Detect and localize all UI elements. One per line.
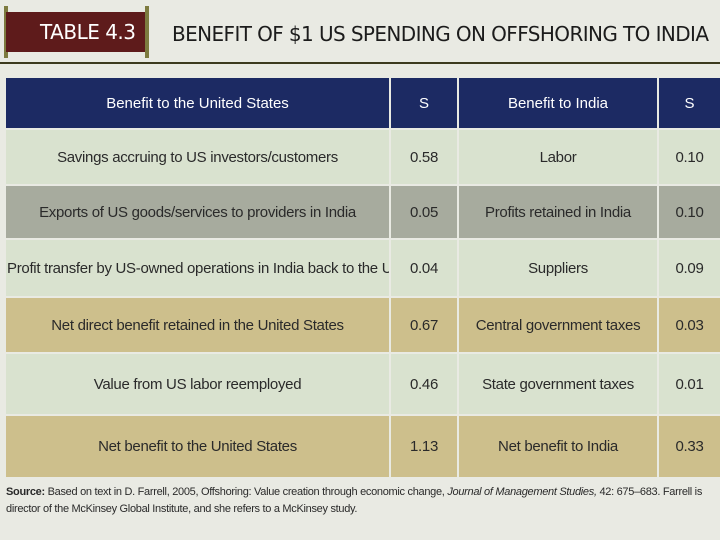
india-benefit-cell: Net benefit to India [458,414,659,477]
us-benefit-cell: Profit transfer by US-owned operations i… [6,238,391,297]
india-value-cell: 0.33 [658,414,720,477]
title-divider [0,62,720,64]
india-value-cell: 0.01 [658,352,720,415]
title-bar: TABLE 4.3 BENEFIT OF $1 US SPENDING ON O… [0,0,720,72]
tag-accent-right [145,6,149,58]
source-label: Source: [6,486,45,498]
us-value-cell: 0.46 [390,352,459,415]
us-value-cell: 0.67 [390,296,459,353]
us-value-cell: 0.58 [390,128,459,185]
us-value-cell: 0.04 [390,238,459,297]
us-benefit-cell: Net direct benefit retained in the Unite… [6,296,391,353]
india-value-cell: 0.10 [658,184,720,239]
india-value-cell: 0.10 [658,128,720,185]
table-header-row: Benefit to the United States S Benefit t… [6,78,720,129]
column-header-india-benefit: Benefit to India [458,78,659,129]
india-value-cell: 0.03 [658,296,720,353]
us-benefit-cell: Net benefit to the United States [6,414,391,477]
us-value-cell: 0.05 [390,184,459,239]
table-row: Exports of US goods/services to provider… [6,184,720,239]
table-row: Profit transfer by US-owned operations i… [6,238,720,297]
india-benefit-cell: Profits retained in India [458,184,659,239]
column-header-us-benefit: Benefit to the United States [6,78,391,129]
us-benefit-cell: Exports of US goods/services to provider… [6,184,391,239]
table-row: Savings accruing to US investors/custome… [6,128,720,185]
source-journal: Journal of Management Studies, [447,486,597,498]
source-text-after: 42: 675–683. Farrell is director of the … [6,486,703,515]
india-benefit-cell: Central government taxes [458,296,659,353]
source-text-before: Based on text in D. Farrell, 2005, Offsh… [47,486,445,498]
table-row: Net benefit to the United States 1.13 Ne… [6,414,720,477]
india-benefit-cell: Labor [458,128,659,185]
india-value-cell: 0.09 [658,238,720,297]
column-header-india-value: S [658,78,720,129]
us-value-cell: 1.13 [390,414,459,477]
us-benefit-cell: Value from US labor reemployed [6,352,391,415]
benefit-table: Benefit to the United States S Benefit t… [6,78,720,477]
table-tag: TABLE 4.3 [6,12,148,52]
column-header-us-value: S [390,78,459,129]
source-note: Source: Based on text in D. Farrell, 200… [6,484,718,518]
india-benefit-cell: State government taxes [458,352,659,415]
us-benefit-cell: Savings accruing to US investors/custome… [6,128,391,185]
table-row: Value from US labor reemployed 0.46 Stat… [6,352,720,415]
table-row: Net direct benefit retained in the Unite… [6,296,720,353]
table-title: BENEFIT OF $1 US SPENDING ON OFFSHORING … [172,22,709,46]
india-benefit-cell: Suppliers [458,238,659,297]
